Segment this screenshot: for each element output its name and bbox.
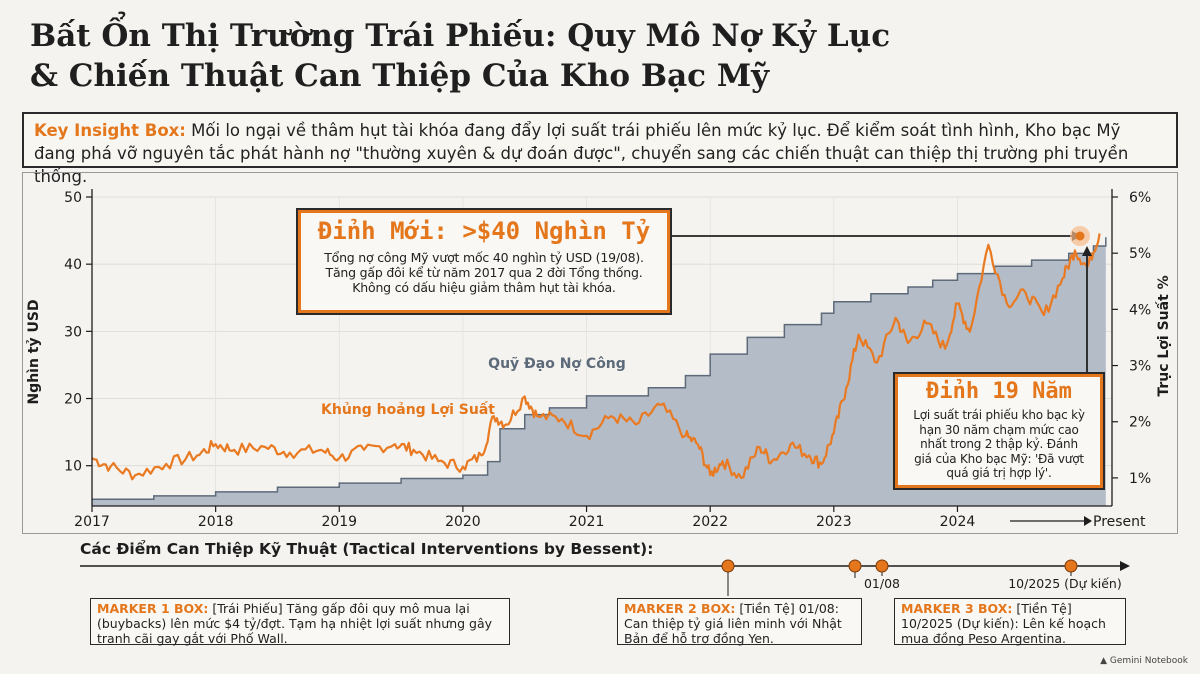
debt-peak-headline: Đỉnh Mới: >$40 Nghìn Tỷ xyxy=(317,217,651,245)
x-tick-label-6: 2023 xyxy=(816,514,852,530)
right-axis-ticks: 1% 2% 3% 4% 5% 6% xyxy=(1112,190,1151,487)
watermark-text: Gemini Notebook xyxy=(1109,656,1188,666)
yield-callout-arrow-head xyxy=(1082,246,1092,256)
left-axis-ticks: 10 20 30 40 50 xyxy=(64,190,92,475)
x-tick-label-1: 2018 xyxy=(198,514,234,530)
left-tick-label-3: 40 xyxy=(64,257,82,273)
yield-peak-callout: Đỉnh 19 Năm Lợi suất trái phiếu kho bạc … xyxy=(893,372,1105,490)
gemini-logo-icon: ▲ xyxy=(1100,656,1108,666)
present-label: Present xyxy=(1093,514,1146,530)
marker-3-box: MARKER 3 BOX: [Tiền Tệ] 10/2025 (Dự kiến… xyxy=(894,598,1126,646)
left-tick-label-0: 10 xyxy=(64,459,82,475)
marker-2-label: MARKER 2 BOX: xyxy=(624,601,736,616)
marker-1-dot xyxy=(721,559,735,573)
right-tick-label-5: 6% xyxy=(1129,190,1151,206)
left-tick-label-4: 50 xyxy=(64,190,82,206)
debt-series-label: Quỹ Đạo Nợ Công xyxy=(488,356,626,372)
debt-peak-line-3: Không có dấu hiệu giảm thâm hụt tài khóa… xyxy=(352,280,616,295)
yield-series-label: Khủng hoảng Lợi Suất xyxy=(321,401,495,418)
marker-2b-dot xyxy=(875,559,889,573)
marker-1-text: Tăng gấp đôi quy mô mua lại (buybacks) l… xyxy=(97,601,493,646)
marker-3-tag: [Tiền Tệ] xyxy=(1016,601,1072,616)
debt-peak-line-2: Tăng gấp đôi kể từ năm 2017 qua 2 đời Tổ… xyxy=(325,265,643,280)
marker-2-text: 01/08: Can thiệp tỷ giá liên minh với Nh… xyxy=(624,601,842,646)
right-tick-label-4: 5% xyxy=(1129,246,1151,262)
y2-axis-label: Trục Lợi Suất % xyxy=(1155,275,1172,396)
key-insight-label: Key Insight Box: xyxy=(34,121,186,140)
x-tick-label-7: 2024 xyxy=(940,514,976,530)
right-tick-label-2: 3% xyxy=(1129,359,1151,375)
yield-peak-headline: Đỉnh 19 Năm xyxy=(926,379,1072,404)
peak-dot xyxy=(1075,231,1085,241)
x-tick-label-3: 2020 xyxy=(445,514,481,530)
x-tick-label-4: 2021 xyxy=(569,514,605,530)
y-axis-label: Nghìn tỷ USD xyxy=(26,299,42,404)
debt-area xyxy=(92,237,1106,506)
page-title: Bất Ổn Thị Trường Trái Phiếu: Quy Mô Nợ … xyxy=(30,16,1130,96)
left-tick-label-2: 30 xyxy=(64,324,82,340)
x-tick-label-0: 2017 xyxy=(74,514,110,530)
marker-3-text: 10/2025 (Dự kiến): Lên kế hoạch mua đồng… xyxy=(901,616,1106,646)
key-insight-box: Key Insight Box: Mối lo ngại về thâm hụt… xyxy=(22,112,1178,186)
present-label-group: Present xyxy=(1010,514,1146,530)
yield-peak-line-2: hạn 30 năm chạm mức cao xyxy=(919,422,1079,437)
chart-frame xyxy=(22,172,1178,534)
yield-peak-line-5: quá giá trị hợp lý'. xyxy=(946,466,1052,480)
title-line-2: & Chiến Thuật Can Thiệp Của Kho Bạc Mỹ xyxy=(30,58,770,94)
timeline-tick-102025: 10/2025 (Dự kiến) xyxy=(1008,576,1122,591)
marker-3-label: MARKER 3 BOX: xyxy=(901,601,1013,616)
key-insight-text: Mối lo ngại về thâm hụt tài khóa đang đẩ… xyxy=(34,121,1129,186)
yield-peak-line-1: Lợi suất trái phiếu kho bạc kỳ xyxy=(913,408,1085,422)
marker-2-dot xyxy=(848,559,862,573)
right-tick-label-3: 4% xyxy=(1129,302,1151,318)
yield-peak-line-3: nhất trong 2 thập kỷ. Đánh xyxy=(920,437,1078,451)
marker-1-box: MARKER 1 BOX: [Trái Phiếu] Tăng gấp đôi … xyxy=(90,598,510,646)
marker-1-tag: [Trái Phiếu] xyxy=(212,601,283,616)
chart-axes xyxy=(91,189,1113,507)
debt-peak-callout: Đỉnh Mới: >$40 Nghìn Tỷ Tổng nợ công Mỹ … xyxy=(296,208,672,315)
yield-line xyxy=(91,233,1101,481)
timeline-tick-0108: 01/08 xyxy=(864,576,900,591)
right-tick-label-0: 1% xyxy=(1129,471,1151,487)
timeline-title: Các Điểm Can Thiệp Kỹ Thuật (Tactical In… xyxy=(80,540,654,558)
present-arrow-head xyxy=(1084,516,1092,526)
debt-peak-line-1: Tổng nợ công Mỹ vượt mốc 40 nghìn tỷ USD… xyxy=(324,250,644,265)
title-line-1: Bất Ổn Thị Trường Trái Phiếu: Quy Mô Nợ … xyxy=(30,18,891,54)
yield-peak-line-4: giá của Kho bạc Mỹ: 'Đã vượt xyxy=(914,451,1084,466)
marker-2-box: MARKER 2 BOX: [Tiền Tệ] 01/08: Can thiệp… xyxy=(617,598,862,646)
marker-3-dot xyxy=(1064,559,1078,573)
x-axis-ticks: 2017 2018 2019 2020 2021 2022 2023 2024 xyxy=(74,506,975,530)
x-tick-label-5: 2022 xyxy=(692,514,728,530)
watermark: ▲ Gemini Notebook xyxy=(1100,656,1188,666)
x-tick-label-2: 2019 xyxy=(321,514,357,530)
right-tick-label-1: 2% xyxy=(1129,415,1151,431)
timeline-arrow-head xyxy=(1120,561,1130,571)
left-tick-label-1: 20 xyxy=(64,392,82,408)
marker-2-tag: [Tiền Tệ] xyxy=(739,601,795,616)
marker-1-label: MARKER 1 BOX: xyxy=(97,601,209,616)
